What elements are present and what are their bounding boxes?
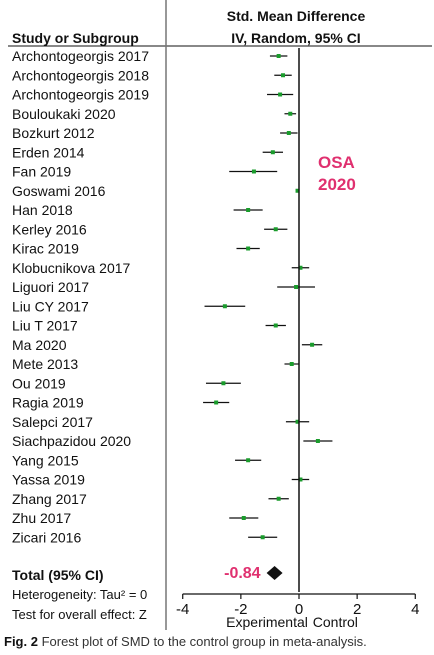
study-point-estimate bbox=[251, 169, 256, 174]
study-point-estimate bbox=[276, 54, 281, 58]
study-point-estimate bbox=[241, 516, 246, 520]
study-point-estimate bbox=[246, 246, 251, 251]
study-point-estimate bbox=[288, 111, 293, 116]
study-point-estimate bbox=[294, 285, 299, 289]
study-header: Study or Subgroup bbox=[12, 30, 139, 46]
study-label: Bozkurt 2012 bbox=[12, 125, 95, 141]
x-tick-label: -4 bbox=[176, 601, 189, 618]
study-label: Yang 2015 bbox=[12, 452, 79, 468]
study-label: Salepci 2017 bbox=[12, 414, 93, 430]
study-point-estimate bbox=[270, 150, 275, 155]
x-tick-label: 2 bbox=[353, 601, 361, 618]
annotation-year: 2020 bbox=[318, 175, 356, 194]
study-point-estimate bbox=[315, 439, 320, 443]
study-label: Archontogeorgis 2017 bbox=[12, 48, 149, 64]
study-label: Archontogeorgis 2018 bbox=[12, 67, 149, 83]
study-point-estimate bbox=[278, 92, 283, 97]
study-label: Zicari 2016 bbox=[12, 529, 81, 545]
figure-caption: Fig. 2 Forest plot of SMD to the control… bbox=[4, 634, 434, 649]
study-point-estimate bbox=[246, 208, 251, 212]
forest-plot: Std. Mean Difference Study or Subgroup I… bbox=[8, 0, 432, 630]
study-label: Yassa 2019 bbox=[12, 472, 85, 488]
study-label: Han 2018 bbox=[12, 202, 73, 218]
study-label: Zhu 2017 bbox=[12, 510, 71, 526]
caption-text: Forest plot of SMD to the control group … bbox=[37, 634, 367, 649]
caption-label: Fig. 2 bbox=[4, 634, 38, 649]
x-axis-label-control: Control bbox=[313, 614, 358, 630]
effect-header-line1: Std. Mean Difference bbox=[227, 8, 366, 24]
study-point-estimate bbox=[281, 73, 286, 78]
study-point-estimate bbox=[260, 535, 265, 540]
study-label: Liu T 2017 bbox=[12, 318, 78, 334]
study-label: Erden 2014 bbox=[12, 144, 85, 160]
total-diamond bbox=[266, 566, 283, 580]
overall-effect-text: Test for overall effect: Z bbox=[12, 607, 147, 622]
effect-header-line2: IV, Random, 95% CI bbox=[231, 30, 360, 46]
study-label: Ma 2020 bbox=[12, 337, 67, 353]
annotation-osa: OSA bbox=[318, 153, 355, 172]
study-label: Fan 2019 bbox=[12, 164, 71, 180]
study-label: Liu CY 2017 bbox=[12, 298, 89, 314]
study-point-estimate bbox=[286, 131, 291, 135]
study-label: Siachpazidou 2020 bbox=[12, 433, 131, 449]
heterogeneity-text: Heterogeneity: Tau² = 0 bbox=[12, 587, 147, 602]
study-point-estimate bbox=[276, 496, 281, 501]
study-label: Ragia 2019 bbox=[12, 395, 84, 411]
study-point-estimate bbox=[295, 419, 300, 424]
x-tick-label: -2 bbox=[234, 601, 247, 618]
total-value-label: -0.84 bbox=[224, 565, 261, 582]
study-label: Goswami 2016 bbox=[12, 183, 106, 199]
study-label: Kirac 2019 bbox=[12, 241, 79, 257]
study-label: Mete 2013 bbox=[12, 356, 78, 372]
study-label: Archontogeorgis 2019 bbox=[12, 87, 149, 103]
study-point-estimate bbox=[298, 477, 303, 482]
study-label: Ou 2019 bbox=[12, 375, 66, 391]
study-point-estimate bbox=[289, 362, 294, 366]
study-point-estimate bbox=[295, 188, 300, 193]
study-point-estimate bbox=[214, 400, 219, 405]
x-axis-label-experimental: Experimental bbox=[226, 614, 308, 630]
study-label: Klobucnikova 2017 bbox=[12, 260, 131, 276]
total-label: Total (95% CI) bbox=[12, 567, 104, 583]
study-label: Liguori 2017 bbox=[12, 279, 89, 295]
x-tick-label: 4 bbox=[411, 601, 419, 618]
study-point-estimate bbox=[273, 227, 278, 232]
x-tick-label: 0 bbox=[295, 601, 303, 618]
study-point-estimate bbox=[221, 381, 226, 386]
study-label: Zhang 2017 bbox=[12, 491, 87, 507]
study-point-estimate bbox=[310, 342, 315, 347]
study-point-estimate bbox=[273, 323, 278, 328]
study-label: Kerley 2016 bbox=[12, 221, 87, 237]
study-point-estimate bbox=[246, 458, 251, 463]
study-point-estimate bbox=[222, 304, 227, 309]
study-point-estimate bbox=[298, 265, 303, 270]
study-label: Bouloukaki 2020 bbox=[12, 106, 116, 122]
